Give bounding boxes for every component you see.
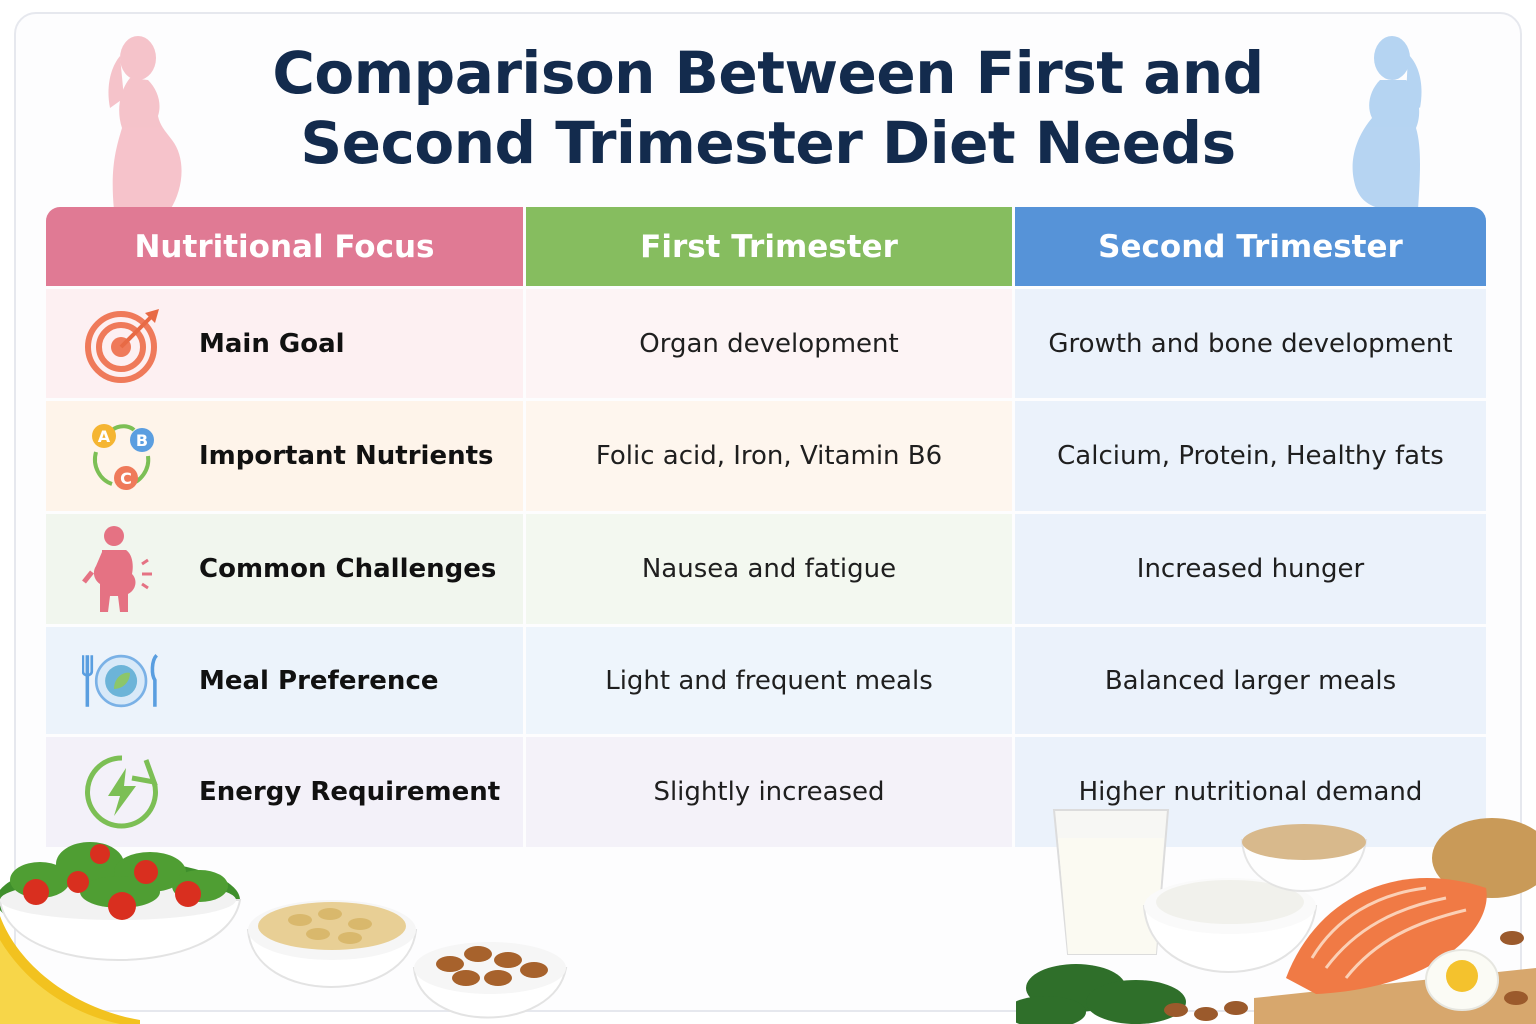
focus-cell: A B C Important Nutrients xyxy=(46,401,523,511)
first-trimester-cell: Light and frequent meals xyxy=(526,627,1012,734)
svg-text:B: B xyxy=(136,431,148,450)
second-trimester-cell: Growth and bone development xyxy=(1015,289,1486,398)
target-icon xyxy=(82,304,162,384)
nausea-person-icon xyxy=(82,526,162,612)
table-row: Main Goal Organ development Growth and b… xyxy=(46,289,1486,398)
svg-text:A: A xyxy=(98,427,111,446)
header-second-trimester: Second Trimester xyxy=(1015,207,1486,286)
title-line-2: Second Trimester Diet Needs xyxy=(300,109,1236,177)
focus-label: Important Nutrients xyxy=(199,441,494,471)
focus-label: Meal Preference xyxy=(199,665,439,696)
focus-label: Energy Requirement xyxy=(199,777,501,807)
table-row: Meal Preference Light and frequent meals… xyxy=(46,627,1486,734)
first-trimester-cell: Nausea and fatigue xyxy=(526,514,1012,624)
header-nutritional-focus: Nutritional Focus xyxy=(46,207,523,286)
pregnant-woman-silhouette-pink xyxy=(108,36,182,210)
page-title: Comparison Between First and Second Trim… xyxy=(0,38,1536,178)
second-trimester-cell: Balanced larger meals xyxy=(1015,627,1486,734)
second-trimester-cell: Increased hunger xyxy=(1015,514,1486,624)
second-trimester-cell: Calcium, Protein, Healthy fats xyxy=(1015,401,1486,511)
comparison-table: Nutritional Focus First Trimester Second… xyxy=(46,207,1486,847)
title-line-1: Comparison Between First and xyxy=(272,39,1264,107)
focus-cell: Meal Preference xyxy=(46,627,523,734)
table-header-row: Nutritional Focus First Trimester Second… xyxy=(46,207,1486,286)
header-first-trimester: First Trimester xyxy=(526,207,1012,286)
focus-label: Main Goal xyxy=(199,328,345,359)
first-trimester-cell: Slightly increased xyxy=(526,737,1012,847)
focus-cell: Common Challenges xyxy=(46,514,523,624)
first-trimester-cell: Organ development xyxy=(526,289,1012,398)
lightning-energy-icon xyxy=(82,752,162,832)
table-row: A B C Important Nutrients Folic acid, Ir… xyxy=(46,401,1486,511)
plate-cutlery-icon xyxy=(82,641,162,721)
pregnant-woman-silhouette-blue xyxy=(1352,36,1422,210)
second-trimester-cell: Higher nutritional demand xyxy=(1015,737,1486,847)
focus-cell: Main Goal xyxy=(46,289,523,398)
focus-label: Common Challenges xyxy=(199,554,497,584)
vitamins-abc-icon: A B C xyxy=(82,416,162,496)
svg-text:C: C xyxy=(120,469,132,488)
table-row: Common Challenges Nausea and fatigue Inc… xyxy=(46,514,1486,624)
focus-cell: Energy Requirement xyxy=(46,737,523,847)
first-trimester-cell: Folic acid, Iron, Vitamin B6 xyxy=(526,401,1012,511)
food-illustration-left xyxy=(0,842,568,1024)
table-row: Energy Requirement Slightly increased Hi… xyxy=(46,737,1486,847)
food-illustration-right xyxy=(1016,809,1536,1024)
